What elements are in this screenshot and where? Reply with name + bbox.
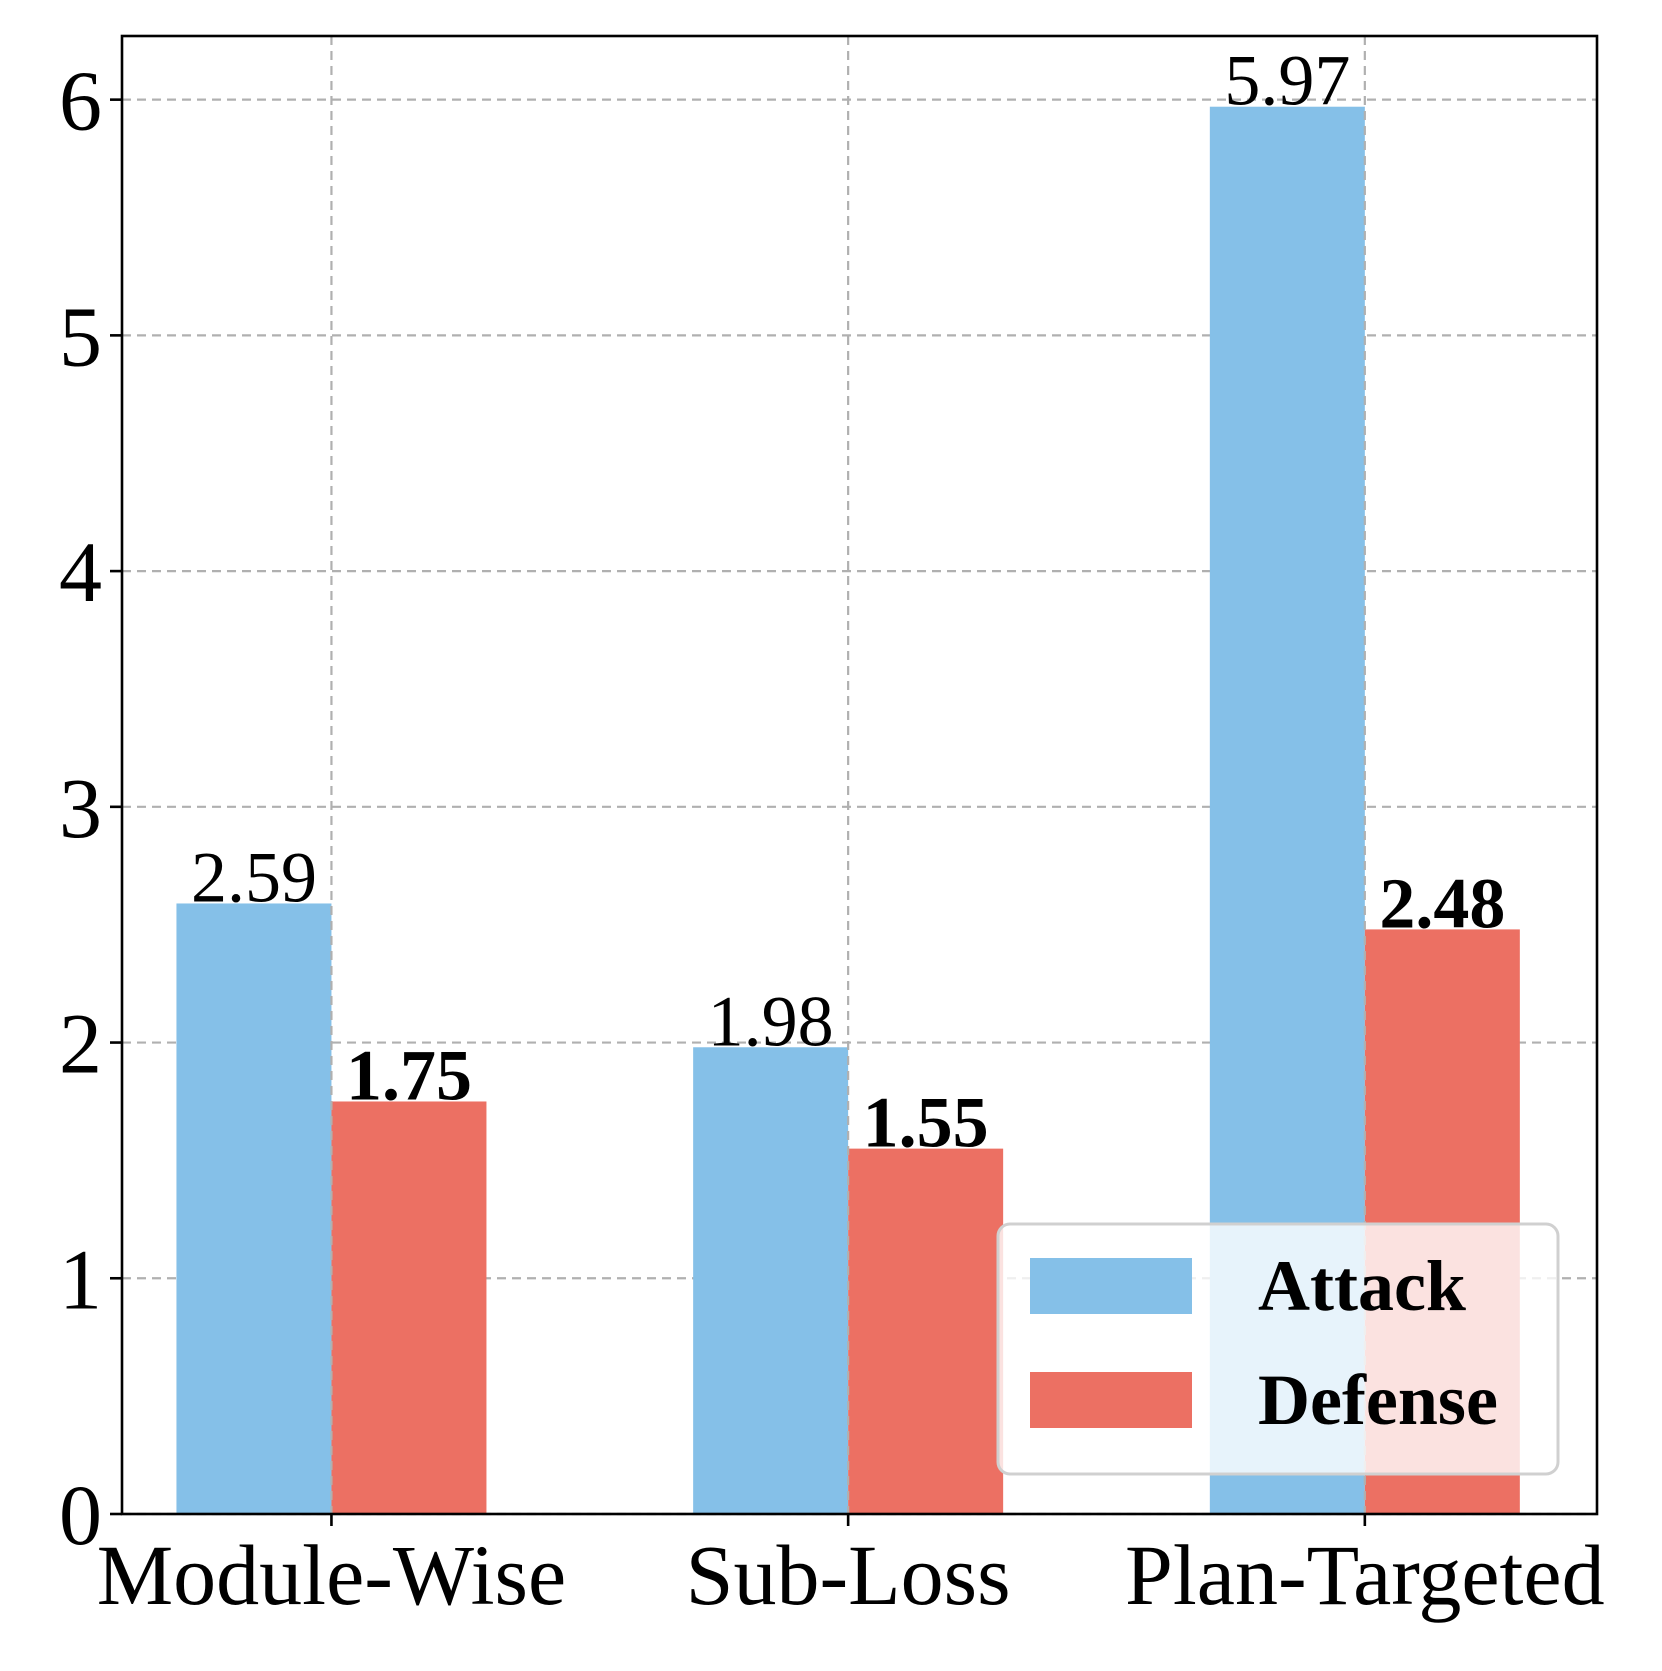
- data-label-defense: 1.55: [863, 1083, 989, 1163]
- legend-label-attack: Attack: [1258, 1246, 1466, 1326]
- y-tick-label: 4: [59, 524, 102, 620]
- data-label-defense: 1.75: [346, 1035, 472, 1115]
- legend-label-defense: Defense: [1258, 1360, 1498, 1440]
- data-label-attack: 5.97: [1224, 41, 1350, 121]
- plot-frame: [120, 34, 1599, 1516]
- legend-swatch-attack: [1030, 1258, 1192, 1314]
- bar-defense: [331, 1101, 487, 1514]
- data-label-attack: 1.98: [708, 981, 834, 1061]
- x-tick-label: Module-Wise: [97, 1527, 566, 1623]
- axes-layer: 0 1 2 3 4 5 6 Module-Wise Sub-Loss Plan-Targeted: [59, 34, 1605, 1623]
- data-label-defense: 2.48: [1379, 863, 1505, 943]
- legend: Attack Defense: [996, 1222, 1560, 1476]
- y-tick-label: 3: [59, 760, 102, 856]
- data-label-attack: 2.59: [191, 837, 317, 917]
- data-labels-layer: 2.59 1.75 1.98 1.55 5.97 2.48: [191, 41, 1505, 1163]
- bar-attack: [693, 1047, 849, 1514]
- bar-defense: [848, 1148, 1004, 1514]
- legend-swatch-defense: [1030, 1372, 1192, 1428]
- y-tick-label: 5: [59, 288, 102, 384]
- y-tick-label: 2: [59, 996, 102, 1092]
- y-tick-label: 6: [59, 53, 102, 149]
- x-tick-label: Plan-Targeted: [1125, 1527, 1605, 1623]
- bar-attack: [176, 903, 332, 1514]
- x-tick-label: Sub-Loss: [686, 1527, 1011, 1623]
- y-tick-label: 0: [59, 1467, 102, 1563]
- y-tick-label: 1: [59, 1231, 102, 1327]
